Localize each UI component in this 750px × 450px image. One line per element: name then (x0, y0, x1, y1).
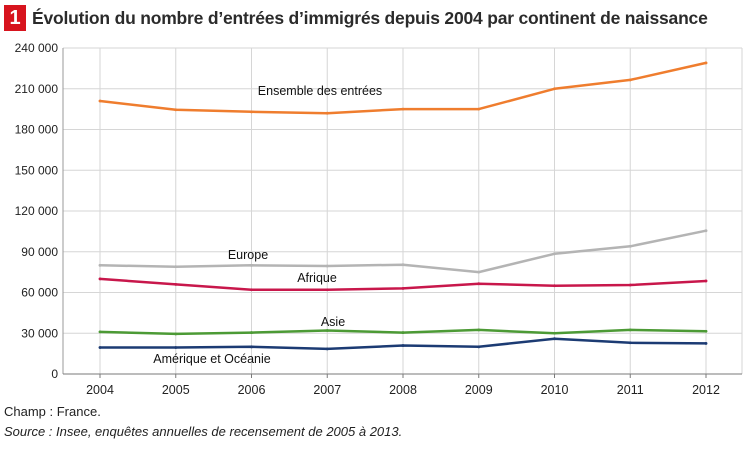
data-point (477, 328, 481, 332)
y-tick-label: 180 000 (15, 123, 59, 137)
y-tick-label: 90 000 (21, 245, 58, 259)
data-point (704, 279, 708, 283)
series-label: Afrique (297, 271, 337, 285)
data-point (325, 288, 329, 292)
data-point (174, 282, 178, 286)
series-labels: Ensemble des entrées Europe Afrique Asie Amé… (153, 84, 382, 366)
x-tick-label: 2008 (389, 383, 417, 397)
data-point (628, 328, 632, 332)
scope-note: Champ : France. (4, 404, 101, 419)
data-point (553, 87, 556, 91)
data-point (477, 107, 481, 111)
data-point (477, 270, 481, 274)
data-point (98, 346, 102, 349)
data-point (401, 331, 405, 334)
x-tick-label: 2011 (617, 383, 644, 397)
data-point (553, 252, 556, 256)
series-label: Ensemble des entrées (258, 84, 382, 98)
data-point (553, 284, 556, 288)
x-tick-label: 2006 (238, 383, 266, 397)
data-point (704, 229, 708, 233)
data-point (553, 337, 556, 341)
data-point (401, 287, 405, 290)
x-tick-label: 2005 (162, 383, 190, 397)
series-label: Amérique et Océanie (153, 352, 270, 366)
x-tick-label: 2007 (313, 383, 341, 397)
y-tick-label: 60 000 (21, 286, 58, 300)
data-point (704, 61, 708, 65)
data-point (704, 329, 708, 333)
x-tick-label: 2004 (86, 383, 114, 397)
figure-number-badge: 1 (4, 5, 26, 31)
data-point (553, 331, 556, 335)
grid-lines (63, 47, 743, 374)
data-point (401, 107, 405, 111)
source-note: Source : Insee, enquêtes annuelles de re… (4, 424, 403, 439)
data-point (250, 345, 253, 349)
data-point (477, 282, 481, 286)
y-tick-label: 30 000 (21, 326, 58, 340)
chart-notes: Champ : France. Source : Insee, enquêtes… (4, 402, 402, 442)
y-tick-label: 150 000 (15, 163, 59, 177)
data-point (628, 283, 632, 287)
x-tick-label: 2009 (465, 383, 493, 397)
data-point (325, 329, 329, 332)
data-point (98, 277, 102, 281)
data-point (325, 264, 329, 268)
data-point (174, 346, 178, 349)
data-point (250, 331, 253, 334)
y-tick-label: 210 000 (15, 82, 59, 96)
y-tick-label: 240 000 (15, 41, 59, 55)
data-point (98, 99, 102, 103)
data-point (325, 347, 329, 351)
chart-title: Évolution du nombre d’entrées d’immigrés… (32, 7, 708, 28)
x-tick-label: 2012 (692, 383, 720, 397)
y-tick-label: 0 (51, 367, 58, 381)
data-point (174, 332, 178, 336)
data-point (401, 344, 405, 347)
figure-header: 1 Évolution du nombre d’entrées d’immigr… (4, 3, 708, 33)
data-point (477, 345, 481, 349)
data-point (325, 111, 329, 115)
y-tick-label: 120 000 (15, 204, 59, 218)
series-label: Asie (321, 315, 345, 329)
data-point (250, 288, 253, 292)
series-label: Europe (228, 248, 268, 262)
data-point (174, 265, 178, 269)
data-point (628, 78, 632, 82)
x-axis: 2004 2005 2006 2007 2008 2009 2010 2011 2012 (63, 373, 742, 397)
data-point (401, 263, 405, 267)
data-point (628, 244, 632, 248)
x-tick-label: 2010 (541, 383, 569, 397)
y-axis: 0 30 000 60 000 90 000 120 000 150 000 180 000… (15, 41, 64, 381)
data-point (704, 342, 708, 345)
data-point (98, 330, 102, 334)
data-point (174, 108, 178, 112)
data-point (98, 263, 102, 267)
data-point (628, 341, 632, 345)
series-lines (98, 61, 708, 351)
data-point (250, 263, 253, 267)
data-point (250, 110, 253, 114)
line-chart: 0 30 000 60 000 90 000 120 000 150 000 180 000… (15, 41, 743, 397)
